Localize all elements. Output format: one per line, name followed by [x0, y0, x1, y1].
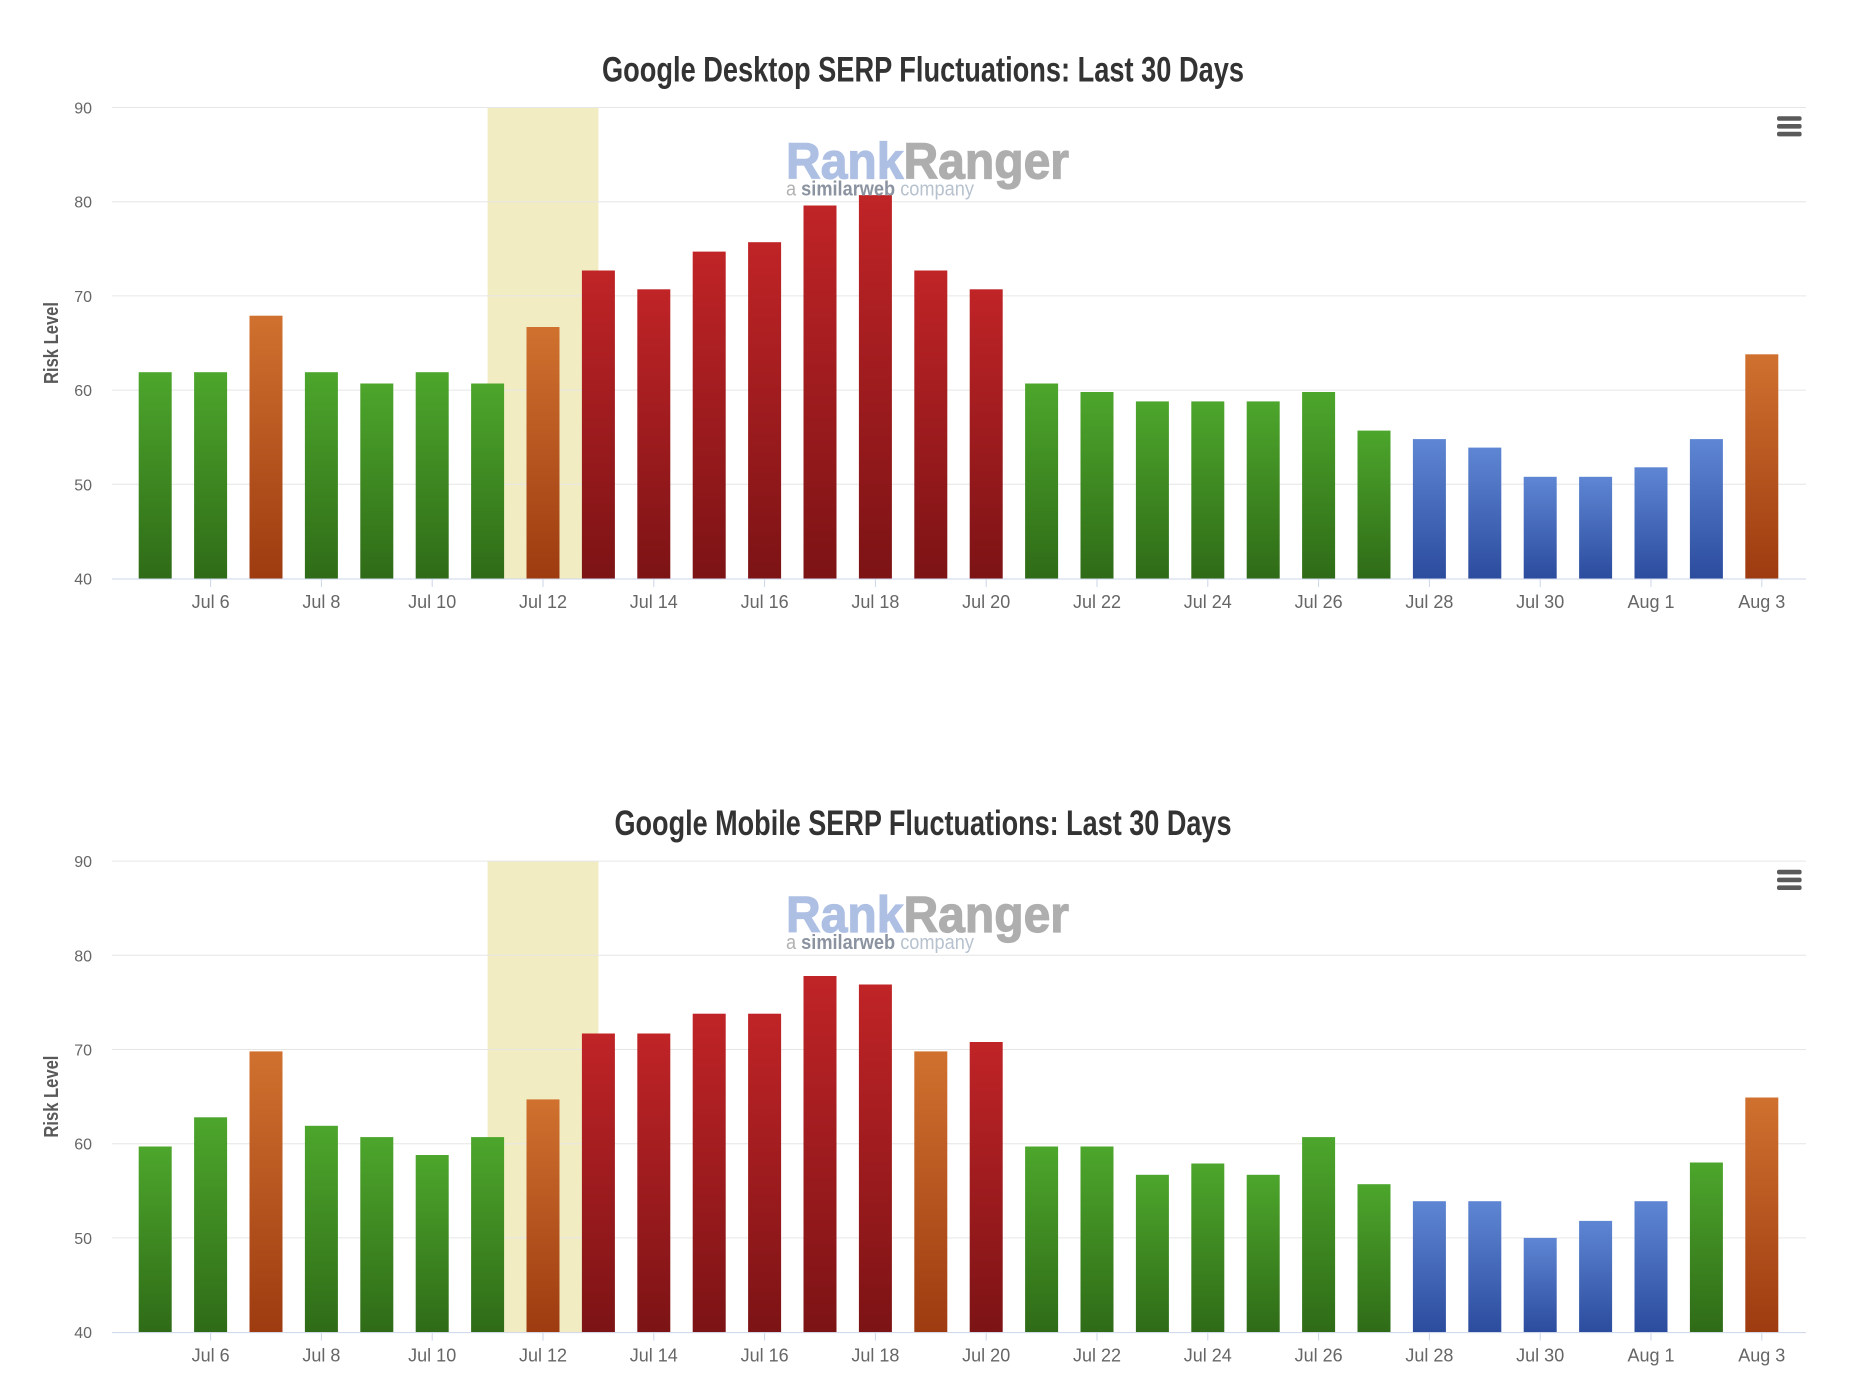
svg-text:Aug 1: Aug 1: [1627, 1346, 1674, 1366]
svg-text:Jul 28: Jul 28: [1405, 592, 1453, 612]
svg-text:70: 70: [74, 289, 92, 306]
svg-text:Jul 6: Jul 6: [192, 1346, 230, 1366]
svg-text:Jul 10: Jul 10: [408, 592, 456, 612]
svg-text:a similarweb company: a similarweb company: [786, 932, 974, 954]
svg-text:Jul 16: Jul 16: [741, 1346, 789, 1366]
svg-text:Jul 26: Jul 26: [1295, 592, 1343, 612]
svg-text:Risk Level: Risk Level: [41, 302, 63, 384]
svg-text:Google Mobile SERP Fluctuation: Google Mobile SERP Fluctuations: Last 30…: [615, 804, 1232, 843]
svg-text:40: 40: [74, 572, 92, 589]
svg-text:Jul 30: Jul 30: [1516, 1346, 1564, 1366]
svg-text:Jul 26: Jul 26: [1295, 1346, 1343, 1366]
svg-text:Aug 3: Aug 3: [1738, 1346, 1785, 1366]
svg-text:Aug 3: Aug 3: [1738, 592, 1785, 612]
svg-text:Jul 8: Jul 8: [302, 592, 340, 612]
svg-text:Jul 22: Jul 22: [1073, 1346, 1121, 1366]
svg-text:90: 90: [74, 854, 92, 871]
svg-text:Jul 18: Jul 18: [851, 592, 899, 612]
svg-text:70: 70: [74, 1043, 92, 1060]
svg-text:50: 50: [74, 1231, 92, 1248]
svg-text:RankRanger: RankRanger: [786, 133, 1069, 190]
svg-text:60: 60: [74, 383, 92, 400]
svg-text:a similarweb company: a similarweb company: [786, 179, 974, 201]
svg-text:Jul 22: Jul 22: [1073, 592, 1121, 612]
svg-text:Jul 14: Jul 14: [630, 592, 678, 612]
svg-text:60: 60: [74, 1137, 92, 1154]
svg-text:Jul 28: Jul 28: [1405, 1346, 1453, 1366]
svg-text:Jul 14: Jul 14: [630, 1346, 678, 1366]
svg-text:Jul 18: Jul 18: [851, 1346, 899, 1366]
svg-text:Jul 20: Jul 20: [962, 592, 1010, 612]
svg-text:Jul 6: Jul 6: [192, 592, 230, 612]
svg-text:90: 90: [74, 101, 92, 118]
svg-text:80: 80: [74, 195, 92, 212]
svg-text:Jul 30: Jul 30: [1516, 592, 1564, 612]
svg-text:50: 50: [74, 477, 92, 494]
svg-text:Jul 24: Jul 24: [1184, 592, 1232, 612]
svg-text:Jul 24: Jul 24: [1184, 1346, 1232, 1366]
svg-text:Jul 8: Jul 8: [302, 1346, 340, 1366]
svg-text:Jul 10: Jul 10: [408, 1346, 456, 1366]
svg-text:Google Desktop SERP Fluctuatio: Google Desktop SERP Fluctuations: Last 3…: [602, 51, 1244, 90]
svg-text:Jul 16: Jul 16: [741, 592, 789, 612]
svg-text:40: 40: [74, 1325, 92, 1342]
svg-text:RankRanger: RankRanger: [786, 886, 1069, 943]
svg-text:Risk Level: Risk Level: [41, 1056, 63, 1138]
svg-text:Jul 12: Jul 12: [519, 592, 567, 612]
svg-text:Jul 20: Jul 20: [962, 1346, 1010, 1366]
svg-text:80: 80: [74, 948, 92, 965]
svg-text:Aug 1: Aug 1: [1627, 592, 1674, 612]
svg-text:Jul 12: Jul 12: [519, 1346, 567, 1366]
